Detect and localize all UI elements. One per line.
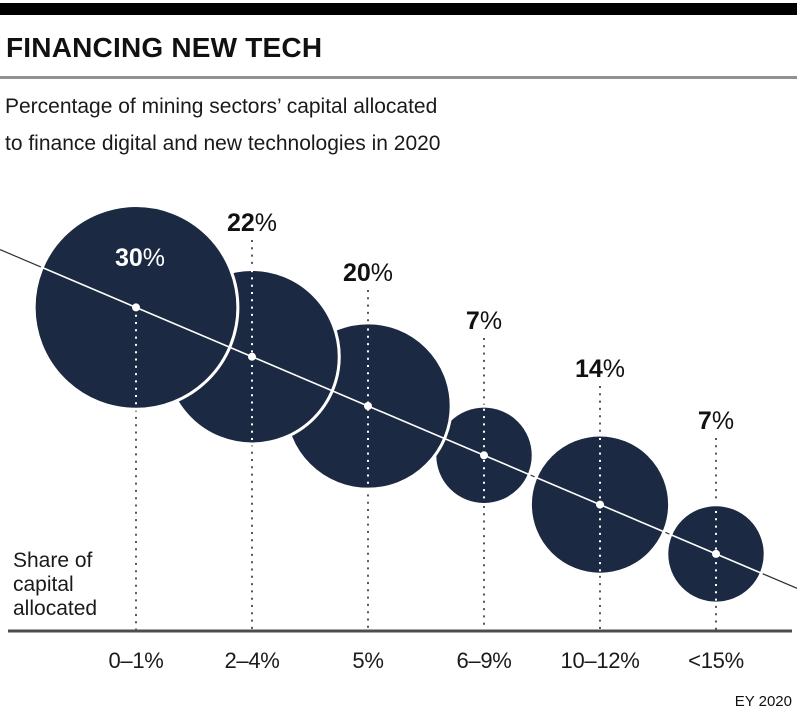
center-dot	[364, 402, 372, 410]
bubble-inner-guides	[0, 0, 797, 631]
center-dot	[596, 500, 604, 509]
bubble-value-label: 22%	[227, 209, 277, 237]
center-dot	[480, 451, 488, 460]
bubble-value-label: 7%	[466, 307, 502, 335]
center-dot	[712, 549, 720, 558]
subtitle-line-2: to finance digital and new technologies …	[5, 132, 441, 155]
x-tick-label: 5%	[352, 648, 383, 673]
x-tick-label: 0–1%	[108, 648, 163, 673]
x-tick-label: 2–4%	[224, 648, 279, 673]
bubble-value-label: 30%	[115, 244, 165, 272]
y-axis-label: Share of capital allocated	[13, 549, 97, 621]
top-accent-bar	[0, 3, 797, 15]
chart-title: FINANCING NEW TECH	[6, 32, 323, 63]
center-dot	[132, 303, 140, 312]
x-tick-label: 10–12%	[561, 648, 640, 673]
trend-line-inside	[284, 322, 452, 490]
y-axis-label-line-1: Share of	[13, 549, 93, 572]
center-dot	[248, 352, 256, 361]
bubble-inner-guides	[0, 0, 797, 631]
y-axis-label-line-2: capital	[13, 573, 74, 596]
x-tick-label: <15%	[688, 648, 744, 673]
source-credit: EY 2020	[734, 693, 792, 710]
bubble-value-label: 7%	[698, 407, 734, 435]
x-tick-label: 6–9%	[456, 648, 511, 673]
subtitle-line-1: Percentage of mining sectors’ capital al…	[5, 95, 438, 118]
bubble-value-label: 14%	[575, 355, 625, 383]
bubble-value-label: 20%	[343, 259, 393, 287]
bubble-inner-guides	[0, 0, 797, 631]
y-axis-label-line-3: allocated	[13, 597, 98, 620]
chart-subtitle: Percentage of mining sectors’ capital al…	[5, 88, 440, 162]
title-divider	[0, 76, 797, 79]
